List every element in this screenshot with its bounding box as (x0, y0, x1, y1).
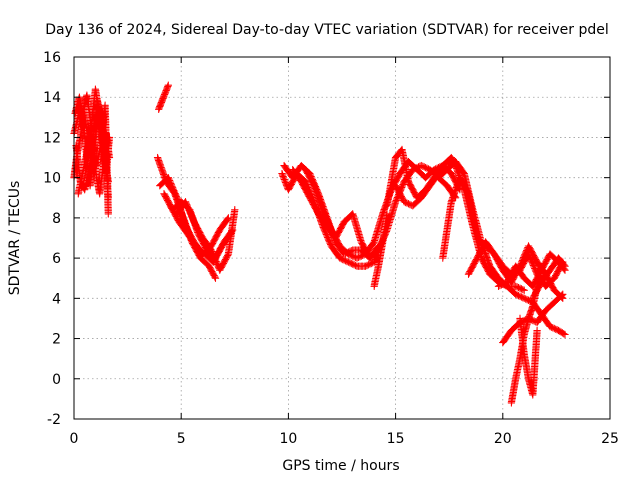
y-tick-label: 10 (43, 171, 61, 187)
x-tick-label: 25 (601, 431, 619, 447)
y-tick-label: 8 (52, 211, 61, 227)
data-series-track-26 (529, 254, 569, 303)
data-series-track-25 (516, 314, 541, 399)
x-tick-label: 20 (494, 431, 512, 447)
x-tick-label: 15 (387, 431, 405, 447)
y-tick-label: 0 (52, 372, 61, 388)
data-series-track-6 (154, 81, 173, 114)
data-series-track-16 (370, 210, 391, 291)
axis-ticks: 0 5 10 15 20 25 -2 0 2 4 6 8 10 12 14 16 (43, 50, 619, 447)
data-series (70, 81, 569, 407)
plot-frame (73, 56, 611, 420)
data-series-track-5 (74, 85, 113, 198)
x-tick-label: 0 (70, 431, 79, 447)
y-axis-label: SDTVAR / TECUs (7, 181, 23, 296)
data-series-track-11 (173, 198, 239, 274)
y-tick-label: 16 (43, 50, 61, 66)
x-axis-label: GPS time / hours (282, 458, 399, 474)
x-tick-label: 10 (279, 431, 297, 447)
chart-title: Day 136 of 2024, Sidereal Day-to-day VTE… (45, 22, 609, 38)
data-series-track-10 (166, 202, 235, 266)
x-tick-label: 5 (177, 431, 186, 447)
y-tick-label: 6 (52, 251, 61, 267)
y-tick-label: -2 (47, 412, 61, 428)
y-tick-label: 12 (43, 130, 61, 146)
y-tick-label: 14 (43, 90, 61, 106)
y-tick-label: 2 (52, 332, 61, 348)
y-tick-label: 4 (52, 291, 61, 307)
